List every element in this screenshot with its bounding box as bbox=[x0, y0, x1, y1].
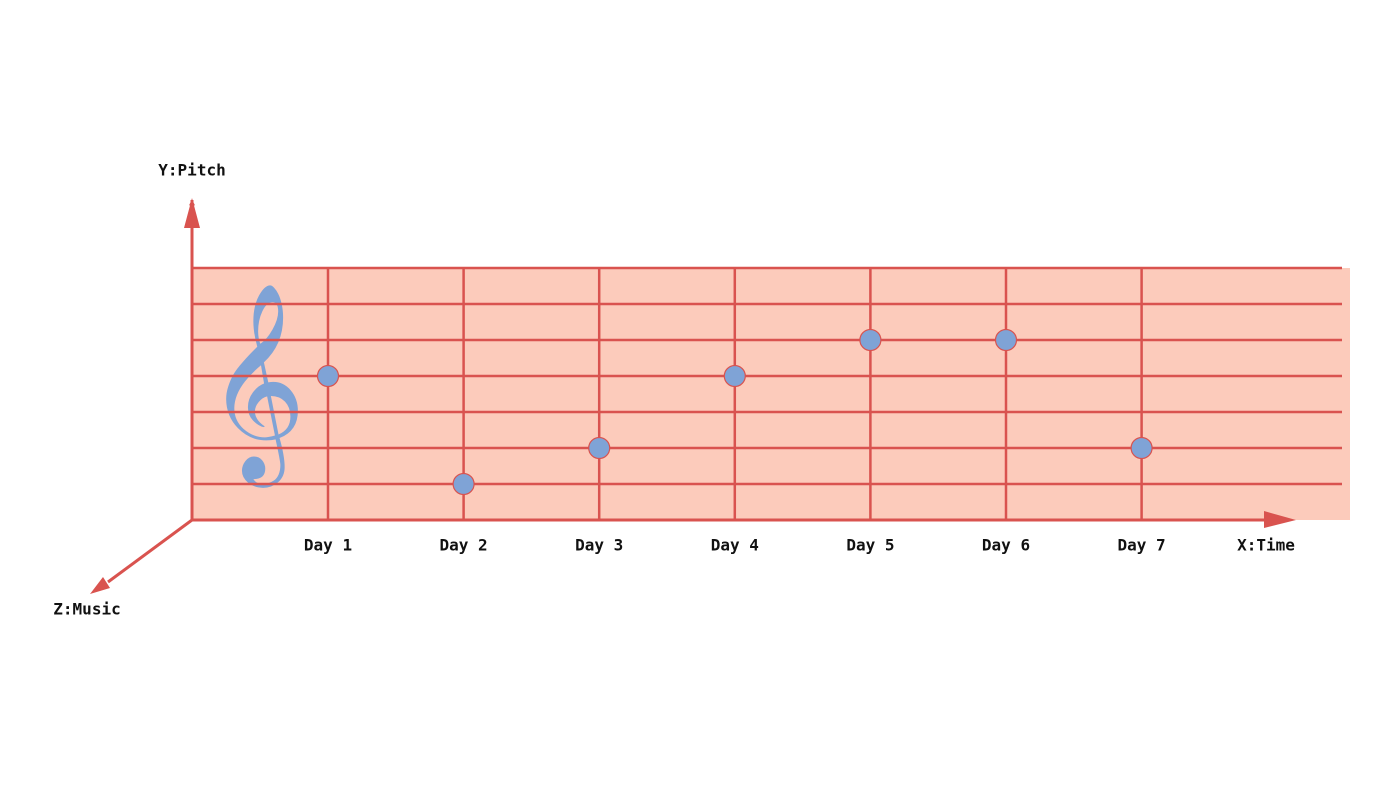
x-tick-label: Day 3 bbox=[575, 536, 623, 555]
x-tick-label: Day 5 bbox=[846, 536, 894, 555]
x-tick-label: Day 4 bbox=[711, 536, 759, 555]
x-tick-label: Day 6 bbox=[982, 536, 1030, 555]
x-label: X:Time bbox=[1237, 536, 1295, 555]
z-arrow bbox=[90, 577, 110, 594]
notes bbox=[316, 328, 1153, 496]
y-label: Y:Pitch bbox=[158, 161, 225, 180]
treble-clef: 𝄞 bbox=[206, 281, 306, 487]
staff-background bbox=[192, 268, 1350, 520]
y-arrow bbox=[184, 198, 200, 228]
x-tick-label: Day 7 bbox=[1118, 536, 1166, 555]
x-tick-label: Day 2 bbox=[440, 536, 488, 555]
note bbox=[859, 328, 882, 352]
note bbox=[316, 364, 340, 388]
note bbox=[723, 364, 746, 388]
note bbox=[588, 436, 611, 460]
z-axis bbox=[107, 518, 193, 584]
note bbox=[1130, 436, 1153, 460]
z-label: Z:Music bbox=[53, 600, 120, 619]
note bbox=[452, 472, 475, 496]
x-tick-label: Day 1 bbox=[304, 536, 352, 555]
staff bbox=[192, 266, 1342, 520]
x-arrow bbox=[1264, 511, 1296, 528]
note bbox=[994, 328, 1018, 352]
